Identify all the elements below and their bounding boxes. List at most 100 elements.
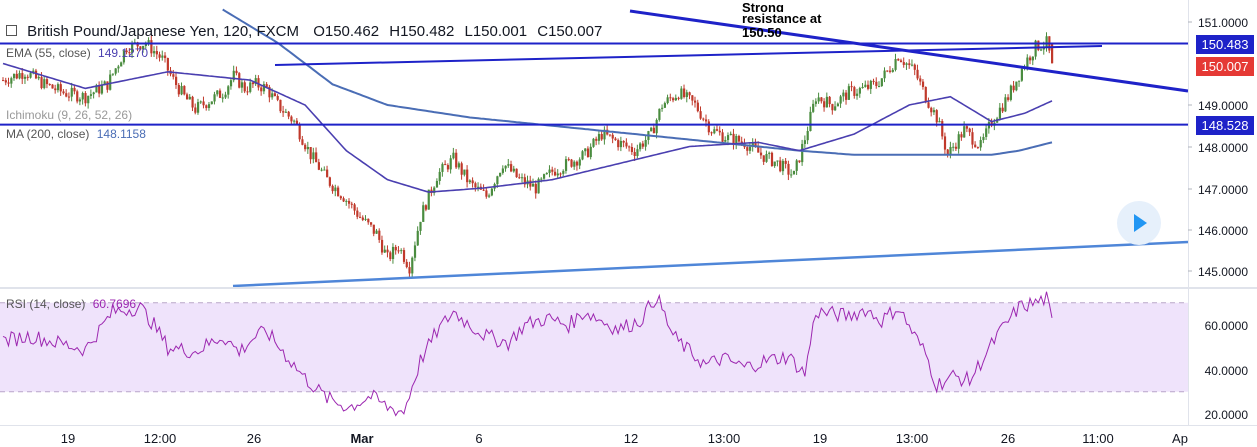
- candle-body: [323, 169, 326, 171]
- ema-legend[interactable]: EMA (55, close) 149.1270: [6, 46, 148, 60]
- candle-body: [861, 86, 864, 89]
- time-axis-label: 12: [624, 431, 638, 446]
- candle-body: [271, 93, 274, 98]
- candle-body: [342, 198, 345, 202]
- candle-body: [803, 140, 807, 144]
- price-pane[interactable]: [0, 8, 1189, 288]
- candle-body: [979, 140, 982, 148]
- candle-body: [309, 147, 312, 160]
- candle-body: [603, 129, 606, 140]
- candle-body: [916, 69, 919, 79]
- candle-body: [331, 185, 334, 192]
- candle-body: [726, 135, 730, 141]
- candle-body: [669, 97, 672, 99]
- candle-body: [290, 116, 293, 122]
- candle-body: [150, 40, 153, 54]
- candle-body: [542, 174, 546, 179]
- candle-body: [92, 92, 95, 95]
- candle-body: [715, 129, 719, 131]
- rsi-pane[interactable]: [0, 290, 1188, 425]
- candle-body: [207, 104, 211, 109]
- candle-body: [735, 135, 738, 145]
- collapse-toggle-icon[interactable]: [6, 25, 17, 36]
- candle-body: [578, 159, 581, 166]
- candle-body: [408, 267, 411, 274]
- candle-body: [856, 93, 859, 96]
- candle-body: [680, 88, 683, 99]
- candle-body: [284, 111, 288, 113]
- candle-body: [938, 121, 941, 123]
- candle-body: [1012, 85, 1015, 91]
- candle-body: [592, 138, 595, 147]
- candle-body: [946, 149, 949, 156]
- candle-body: [293, 120, 296, 122]
- candle-body: [941, 121, 944, 137]
- candle-body: [515, 168, 518, 178]
- candle-body: [405, 261, 408, 268]
- candle-body: [122, 50, 126, 63]
- candle-body: [185, 94, 189, 100]
- candle-body: [59, 84, 62, 92]
- candle-body: [73, 87, 76, 92]
- current-price-tag: 150.007: [1196, 57, 1254, 76]
- time-axis-label: Ap: [1172, 431, 1188, 446]
- rsi-value: 60.7696: [92, 297, 137, 311]
- ichimoku-legend[interactable]: Ichimoku (9, 26, 52, 26): [6, 108, 132, 122]
- rsi-legend[interactable]: RSI (14, close) 60.7696: [6, 297, 136, 311]
- candle-body: [158, 54, 161, 58]
- candle-body: [809, 111, 812, 131]
- replay-play-button[interactable]: [1117, 201, 1161, 245]
- ma-legend[interactable]: MA (200, close) 148.1158: [6, 127, 146, 141]
- candle-body: [413, 245, 417, 258]
- candle-body: [886, 70, 889, 72]
- candle-body: [40, 77, 43, 89]
- candle-body: [534, 183, 537, 194]
- candle-body: [891, 69, 894, 72]
- candle-body: [375, 230, 378, 234]
- candle-body: [328, 177, 331, 186]
- candle-body: [98, 85, 101, 94]
- candle-body: [229, 80, 233, 87]
- candle-body: [762, 155, 765, 162]
- candles: [2, 32, 1054, 279]
- candle-body: [548, 169, 551, 173]
- ema-55-line: [2, 62, 1053, 193]
- candle-body: [949, 146, 952, 156]
- candle-body: [773, 161, 776, 167]
- candle-body: [968, 128, 971, 133]
- candle-body: [62, 91, 65, 94]
- candle-body: [636, 149, 639, 156]
- candle-body: [276, 96, 279, 100]
- candle-body: [282, 111, 285, 113]
- candle-body: [559, 173, 562, 175]
- candle-body: [888, 70, 892, 72]
- candle-body: [4, 80, 7, 83]
- candle-body: [625, 142, 628, 147]
- candle-body: [43, 79, 46, 89]
- candle-body: [619, 140, 623, 148]
- candle-body: [790, 174, 793, 176]
- candle-body: [795, 160, 798, 171]
- candle-body: [935, 110, 938, 123]
- candle-body: [658, 108, 661, 120]
- candle-body: [89, 94, 93, 96]
- candle-body: [194, 107, 197, 113]
- candle-body: [875, 81, 878, 87]
- candle-body: [545, 172, 548, 175]
- candle-body: [729, 133, 732, 136]
- chart-header: British Pound/Japanese Yen, 120, FXCM O1…: [6, 23, 602, 40]
- annotation-line-3: 150.50: [742, 25, 782, 40]
- ichimoku-label: Ichimoku (9, 26, 52, 26): [6, 108, 133, 122]
- candle-body: [350, 203, 353, 205]
- candle-body: [111, 73, 115, 75]
- candle-body: [1026, 57, 1029, 67]
- candle-body: [910, 64, 914, 66]
- candle-body: [326, 169, 329, 178]
- candle-body: [356, 210, 359, 217]
- time-axis-label: 13:00: [708, 431, 741, 446]
- candle-body: [919, 78, 922, 82]
- candle-body: [109, 74, 112, 90]
- candle-body: [378, 230, 381, 240]
